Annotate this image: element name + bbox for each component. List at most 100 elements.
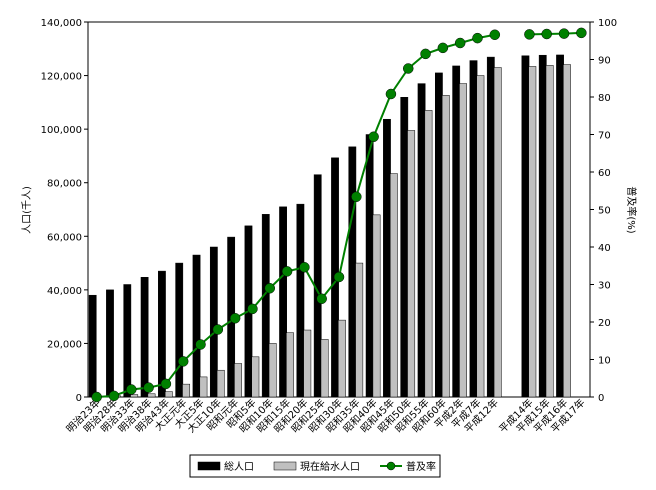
bar [417, 83, 426, 398]
bar [268, 343, 277, 398]
bar [434, 72, 443, 398]
line-marker [385, 88, 397, 100]
y-tick-label: 120,000 [41, 72, 82, 83]
line-marker [402, 63, 414, 74]
legend-label: 普及率 [406, 460, 436, 473]
y2-tick-label: 60 [598, 168, 611, 179]
y2-tick-label: 100 [598, 18, 617, 29]
bar [521, 55, 530, 398]
bar [476, 75, 485, 398]
y2-tick-label: 50 [598, 206, 611, 217]
bar [192, 254, 201, 398]
bar [182, 383, 191, 398]
bar [407, 130, 416, 398]
bar [130, 394, 139, 398]
bar [296, 203, 305, 398]
bar [389, 173, 398, 398]
bar [563, 64, 571, 398]
bar [459, 83, 467, 398]
bar [216, 369, 225, 398]
bar [261, 214, 270, 398]
line-marker [229, 313, 241, 324]
bar [348, 146, 357, 398]
line-marker [351, 191, 362, 202]
bar [486, 56, 495, 398]
line-marker [91, 391, 102, 403]
y2-tick-label: 40 [598, 243, 611, 254]
line-marker [212, 324, 224, 335]
y-axis-title: 人口(千人) [21, 186, 33, 234]
line-marker [299, 262, 310, 273]
bar [147, 393, 156, 398]
bar [338, 319, 346, 398]
line-marker [281, 266, 293, 277]
line-marker [420, 48, 431, 60]
line-marker [264, 283, 276, 294]
line-marker [524, 29, 535, 40]
bar [279, 206, 287, 398]
bar [234, 363, 242, 398]
bar [320, 339, 329, 398]
y-tick-label: 100,000 [41, 125, 82, 136]
line-marker [437, 42, 449, 54]
y2-tick-label: 0 [598, 393, 604, 404]
legend-box [189, 454, 441, 478]
y-tick-label: 40,000 [47, 286, 82, 297]
bar [365, 134, 374, 398]
bar [164, 391, 173, 398]
legend-swatch [273, 461, 297, 471]
legend-label: 総人口 [224, 460, 254, 473]
line-marker [160, 378, 172, 390]
y-tick-label: 140,000 [41, 18, 82, 29]
line-marker [576, 27, 587, 39]
y2-tick-label: 70 [598, 131, 611, 142]
line-marker [541, 28, 552, 40]
y-tick-label: 20,000 [47, 339, 82, 350]
line-marker [126, 384, 137, 395]
legend-swatch [386, 461, 396, 471]
bar [424, 110, 433, 398]
line-marker [247, 303, 258, 315]
line-marker [177, 356, 189, 367]
bar [355, 262, 364, 398]
bar [123, 284, 132, 398]
bar [106, 289, 114, 398]
y2-axis-title: 普及率(%) [625, 186, 638, 233]
bar [209, 246, 218, 398]
y-tick-label: 80,000 [47, 179, 82, 190]
line-marker [368, 131, 379, 142]
line-marker [454, 37, 466, 49]
bar [400, 97, 409, 398]
y2-tick-label: 20 [598, 318, 611, 329]
y-tick-label: 60,000 [47, 232, 82, 243]
y2-tick-label: 80 [598, 93, 611, 104]
bar [556, 54, 564, 398]
y-tick-label: 0 [76, 393, 82, 404]
bar [493, 67, 502, 398]
legend-label: 現在給水人口 [300, 460, 360, 473]
bar [383, 118, 391, 398]
bar [452, 65, 461, 398]
line-marker [558, 28, 570, 39]
bar [158, 270, 166, 398]
bar [469, 60, 478, 398]
bar [528, 66, 537, 398]
bar [175, 262, 184, 398]
y2-tick-label: 30 [598, 281, 611, 292]
bar [303, 329, 312, 398]
line-marker [316, 293, 327, 304]
bar [199, 376, 208, 398]
line-marker [108, 390, 120, 402]
bar [251, 356, 260, 398]
y2-tick-label: 90 [598, 56, 611, 67]
bar [286, 332, 294, 398]
bar [88, 294, 97, 398]
bar [441, 95, 450, 398]
bar [538, 54, 547, 398]
line-marker [489, 29, 501, 40]
bar [372, 214, 381, 398]
y2-tick-label: 10 [598, 356, 611, 367]
bar [545, 65, 554, 398]
